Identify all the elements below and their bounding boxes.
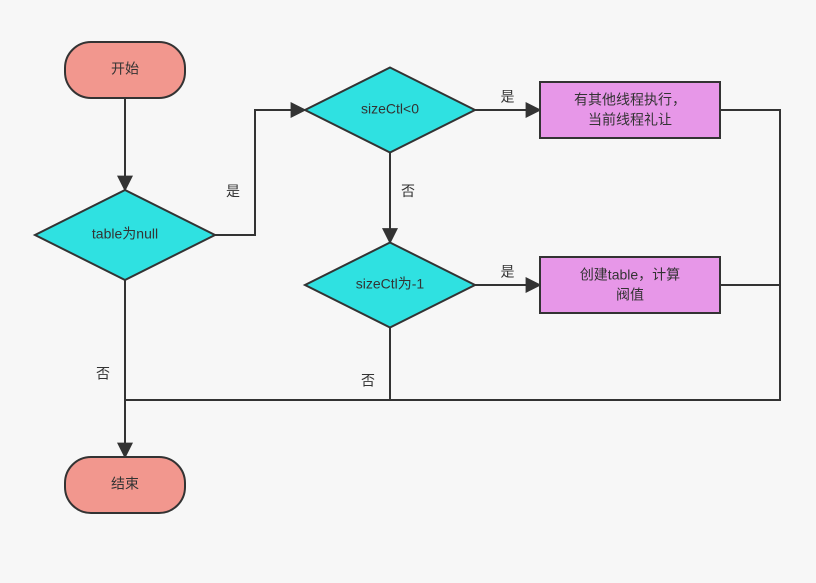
- label-dsize1-no: 否: [401, 183, 415, 199]
- label-dsize2-yes: 是: [501, 264, 515, 280]
- decision-sizectl-neg1: sizeCtl为-1: [305, 243, 475, 328]
- label-dsize2-no: 否: [361, 373, 375, 389]
- label-dtable-yes: 是: [226, 183, 240, 199]
- process-create-table-label-2: 阀值: [616, 287, 644, 303]
- edge-dtable-yes: [215, 110, 305, 235]
- end-node: 结束: [65, 457, 185, 513]
- edge-dsize2-no: [125, 328, 390, 401]
- process-yield-label-1: 有其他线程执行，: [574, 92, 686, 108]
- decision-table-null-label: table为null: [92, 226, 158, 242]
- edge-pyield-return: [720, 110, 780, 285]
- decision-sizectl-neg1-label: sizeCtl为-1: [356, 276, 425, 292]
- process-yield-label-2: 当前线程礼让: [588, 112, 672, 128]
- end-node-label: 结束: [111, 476, 139, 492]
- decision-table-null: table为null: [35, 190, 215, 280]
- label-dtable-no: 否: [96, 366, 110, 382]
- process-create-table: 创建table，计算阀值: [540, 257, 720, 313]
- decision-sizectl-lt0: sizeCtl<0: [305, 68, 475, 153]
- process-yield: 有其他线程执行， 当前线程礼让: [540, 82, 720, 138]
- decision-sizectl-lt0-label: sizeCtl<0: [361, 101, 419, 117]
- process-create-table-label-1: 创建table，计算: [580, 267, 680, 283]
- start-node-label: 开始: [111, 61, 139, 77]
- label-dsize1-yes: 是: [501, 89, 515, 105]
- start-node: 开始: [65, 42, 185, 98]
- flowchart-canvas: 是否是否是否开始结束table为nullsizeCtl<0sizeCtl为-1有…: [0, 0, 816, 583]
